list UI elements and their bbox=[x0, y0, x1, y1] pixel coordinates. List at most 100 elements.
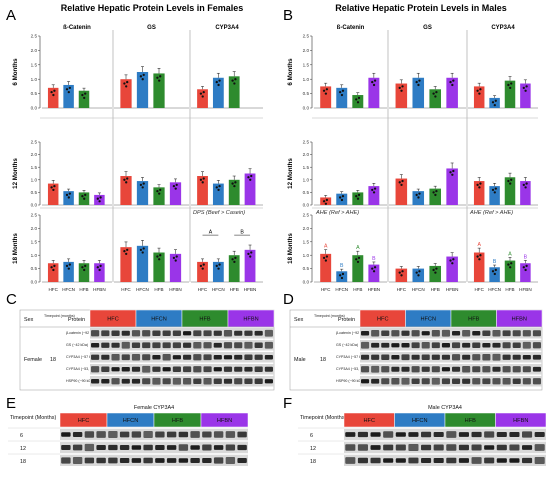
blot-band bbox=[357, 457, 368, 464]
group-header-hfbn bbox=[495, 412, 547, 428]
blot-band bbox=[421, 431, 432, 438]
data-point bbox=[247, 252, 250, 256]
blot-band bbox=[131, 445, 142, 450]
y-tick-label: 2.5 bbox=[303, 34, 310, 39]
data-point bbox=[81, 266, 84, 269]
data-point bbox=[357, 193, 361, 197]
data-point bbox=[398, 86, 401, 89]
blot-band bbox=[433, 458, 444, 463]
blot-band bbox=[411, 342, 420, 349]
blot-strip bbox=[360, 340, 542, 351]
data-point bbox=[50, 266, 53, 269]
y-tick-label: 0.5 bbox=[303, 91, 310, 96]
blot-band bbox=[190, 445, 200, 450]
gene-header-catenin: ß-Catenin bbox=[337, 25, 365, 31]
data-point bbox=[249, 255, 252, 258]
timepoint-value: 18 bbox=[320, 357, 326, 363]
blot-band bbox=[484, 457, 495, 464]
data-point bbox=[479, 254, 482, 257]
bar-hfc bbox=[320, 197, 332, 205]
data-point bbox=[525, 264, 528, 268]
bar-hfc bbox=[395, 178, 408, 205]
blot-band bbox=[213, 431, 224, 438]
data-point bbox=[325, 255, 329, 258]
data-point bbox=[201, 267, 204, 270]
y-tick-label: 0.5 bbox=[303, 190, 310, 195]
data-point bbox=[322, 200, 326, 203]
y-tick-label: 1.5 bbox=[31, 62, 38, 67]
row-label-6-months: 6 Months bbox=[12, 58, 19, 86]
blot-band bbox=[512, 330, 521, 337]
y-tick-label: 0.0 bbox=[31, 106, 38, 111]
blot-band bbox=[421, 331, 430, 336]
y-tick-label: 1.5 bbox=[303, 62, 310, 67]
blot-band bbox=[254, 354, 263, 360]
data-point bbox=[355, 195, 358, 198]
data-point bbox=[67, 267, 70, 270]
data-point bbox=[371, 188, 374, 192]
data-point bbox=[507, 263, 510, 266]
blot-band bbox=[121, 367, 130, 372]
data-point bbox=[522, 266, 525, 269]
data-point bbox=[507, 83, 510, 87]
blot-band bbox=[234, 342, 243, 349]
blot-band bbox=[482, 354, 491, 361]
blot-band bbox=[345, 444, 356, 451]
blot-band bbox=[234, 330, 243, 336]
data-point bbox=[494, 99, 497, 102]
blot-band bbox=[532, 342, 541, 349]
blot-band bbox=[462, 342, 471, 348]
data-point bbox=[83, 197, 86, 200]
data-point bbox=[234, 181, 237, 184]
group-label-hfb: HFB bbox=[465, 418, 476, 424]
group-label-hfbn: HFBN bbox=[512, 317, 527, 323]
bar-hfbn bbox=[368, 264, 380, 282]
blot-band bbox=[401, 377, 410, 385]
x-tick-label-hfb: HFB bbox=[353, 287, 362, 292]
group-label-hfc: HFC bbox=[107, 317, 119, 323]
blot-band bbox=[502, 366, 511, 373]
cyp-timepoint-18: 18 bbox=[20, 459, 26, 465]
panel-label-a: A bbox=[6, 7, 16, 24]
data-point bbox=[494, 268, 497, 272]
blot-strip bbox=[90, 328, 274, 339]
bar-hfb bbox=[228, 179, 240, 205]
chart-male: ß-Catenin GS CYP3A4 6 Months 0.0 0.5 1.0 1.5 2.0… bbox=[287, 25, 538, 292]
blot-panel-male: Sex Timepoint (months)Protein HFC HFCN HFB HF… bbox=[289, 309, 543, 391]
blot-band bbox=[183, 366, 192, 373]
blot-band bbox=[254, 378, 263, 384]
bar-hfb bbox=[429, 265, 441, 282]
bar-hfb bbox=[78, 90, 90, 108]
x-tick-label-hfc: HFC bbox=[198, 287, 208, 292]
blot-strip bbox=[360, 364, 542, 375]
blot-band bbox=[431, 330, 440, 337]
blot-band bbox=[462, 366, 471, 373]
data-point bbox=[341, 89, 345, 92]
blot-band bbox=[371, 365, 380, 373]
blot-band bbox=[462, 378, 471, 384]
data-point bbox=[172, 256, 176, 260]
blot-band bbox=[357, 444, 368, 451]
bar-hfc bbox=[120, 79, 132, 108]
blot-band bbox=[471, 457, 482, 464]
blot-band bbox=[152, 366, 161, 372]
blot-band bbox=[223, 366, 233, 372]
blot-band bbox=[108, 444, 118, 451]
blot-band bbox=[512, 342, 521, 349]
data-point bbox=[449, 171, 452, 174]
bar-hfcn bbox=[336, 87, 348, 108]
data-point bbox=[371, 267, 374, 270]
blot-band bbox=[484, 445, 495, 450]
bar-hfcn bbox=[136, 245, 149, 282]
blot-band bbox=[172, 330, 181, 337]
blot-band bbox=[534, 444, 545, 451]
data-point bbox=[524, 186, 527, 189]
blot-band bbox=[131, 431, 142, 438]
blot-band bbox=[223, 378, 233, 384]
data-point bbox=[126, 80, 129, 84]
blot-band bbox=[408, 444, 419, 451]
gene-header-catenin: ß-Catenin bbox=[63, 25, 91, 31]
blot-band bbox=[411, 354, 420, 360]
data-point bbox=[449, 259, 452, 262]
blot-band bbox=[91, 366, 100, 373]
